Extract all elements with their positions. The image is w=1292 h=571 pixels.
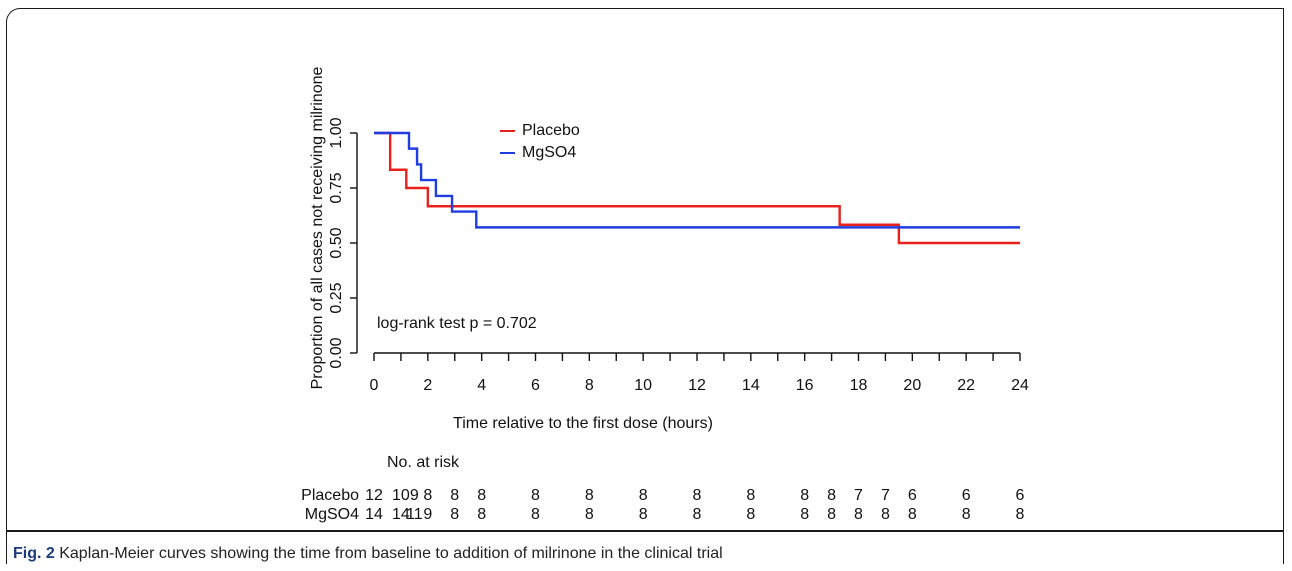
x-tick-label: 8	[585, 377, 594, 394]
figure-label: Fig. 2	[13, 545, 55, 562]
risk-cell: 9	[423, 506, 432, 523]
log-rank-annotation: log-rank test p = 0.702	[377, 315, 537, 332]
risk-cell: 8	[827, 506, 836, 523]
x-tick-label: 2	[423, 377, 432, 394]
risk-cell: 10	[392, 487, 410, 504]
x-tick-label: 18	[850, 377, 868, 394]
y-tick-label: 1.00	[328, 117, 345, 148]
x-tick-label: 10	[634, 377, 652, 394]
risk-cell: 14	[365, 506, 383, 523]
risk-cell: 8	[450, 506, 459, 523]
y-tick-label: 0.00	[328, 337, 345, 368]
legend-label-placebo: Placebo	[522, 122, 580, 139]
figure-caption-text: Kaplan-Meier curves showing the time fro…	[59, 545, 723, 562]
x-tick-label: 4	[477, 377, 486, 394]
risk-cell: 8	[800, 487, 809, 504]
risk-cell: 11	[406, 506, 423, 523]
x-tick-label: 20	[903, 377, 921, 394]
legend-label-mgso4: MgSO4	[522, 144, 576, 161]
y-tick-label: 0.50	[328, 227, 345, 258]
risk-cell: 12	[365, 487, 383, 504]
risk-cell: 8	[693, 506, 702, 523]
risk-cell: 8	[639, 506, 648, 523]
x-tick-label: 6	[531, 377, 540, 394]
y-tick-label: 0.75	[328, 172, 345, 203]
risk-table-title: No. at risk	[387, 454, 460, 471]
x-tick-label: 22	[957, 377, 975, 394]
x-tick-label: 14	[742, 377, 760, 394]
figure-frame	[6, 8, 1284, 564]
risk-cell: 8	[962, 506, 971, 523]
x-tick-label: 24	[1011, 377, 1029, 394]
risk-cell: 8	[450, 487, 459, 504]
risk-cell: 8	[639, 487, 648, 504]
risk-cell: 8	[908, 506, 917, 523]
x-axis-label: Time relative to the first dose (hours)	[453, 415, 713, 432]
risk-row-label-mgso4: MgSO4	[305, 506, 359, 523]
km-curve-mgso4	[374, 131, 1020, 229]
risk-cell: 8	[881, 506, 890, 523]
risk-cell: 8	[423, 487, 432, 504]
risk-cell: 9	[410, 487, 419, 504]
x-tick-label: 12	[688, 377, 706, 394]
risk-cell: 8	[827, 487, 836, 504]
kaplan-meier-chart: 0.000.250.500.751.000 2 4 6 8 10 12 14 16 18 20 22 2…	[301, 66, 1029, 523]
figure-frame-bottom	[6, 530, 1284, 532]
risk-cell: 8	[693, 487, 702, 504]
risk-cell: 8	[477, 487, 486, 504]
risk-cell: 8	[746, 506, 755, 523]
risk-cell: 8	[531, 506, 540, 523]
risk-cell: 8	[585, 487, 594, 504]
x-tick-label: 0	[370, 377, 379, 394]
y-axis-label: Proportion of all cases not receiving mi…	[309, 66, 326, 389]
risk-row-label-placebo: Placebo	[301, 487, 359, 504]
risk-cell: 8	[477, 506, 486, 523]
risk-cell: 8	[854, 506, 863, 523]
risk-cell: 6	[908, 487, 917, 504]
risk-cell: 6	[962, 487, 971, 504]
risk-cell: 7	[854, 487, 863, 504]
x-tick-label: 16	[796, 377, 814, 394]
risk-cell: 6	[1016, 487, 1025, 504]
y-tick-label: 0.25	[328, 282, 345, 313]
risk-cell: 7	[881, 487, 890, 504]
figure-caption: Fig. 2 Kaplan-Meier curves showing the t…	[13, 544, 723, 564]
risk-cell: 8	[1016, 506, 1025, 523]
risk-cell: 14	[392, 506, 410, 523]
risk-cell: 8	[800, 506, 809, 523]
risk-cell: 8	[585, 506, 594, 523]
risk-cell: 8	[746, 487, 755, 504]
risk-cell: 8	[531, 487, 540, 504]
